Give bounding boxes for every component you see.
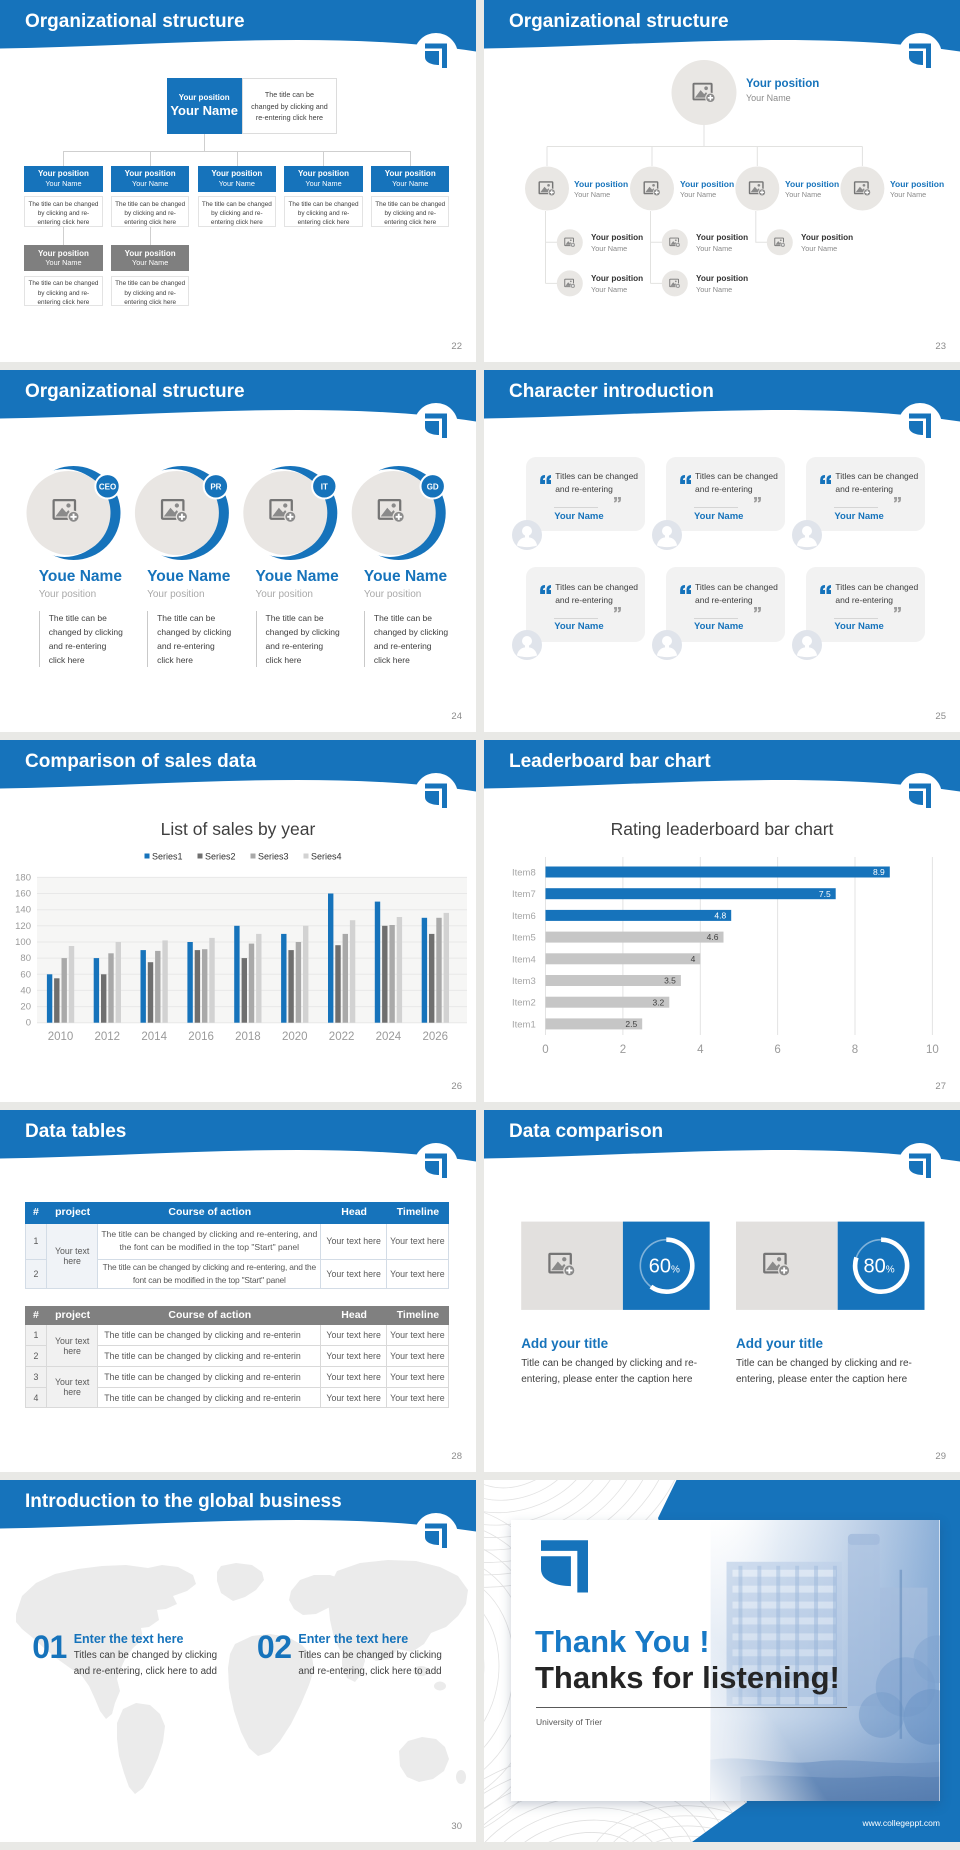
svg-text:4.6: 4.6	[707, 932, 719, 942]
svg-text:Item5: Item5	[512, 933, 536, 944]
svg-text:Series1: Series1	[152, 852, 183, 862]
svg-text:Item7: Item7	[512, 889, 536, 900]
svg-text:0: 0	[542, 1044, 548, 1056]
svg-text:4.8: 4.8	[714, 911, 726, 921]
svg-text:GD: GD	[427, 482, 439, 491]
svg-text:Item2: Item2	[512, 998, 536, 1009]
svg-text:40: 40	[20, 985, 31, 996]
svg-text:2010: 2010	[48, 1031, 74, 1043]
svg-text:CEO: CEO	[99, 482, 116, 491]
svg-text:3.5: 3.5	[664, 976, 676, 986]
svg-text:60: 60	[20, 969, 31, 980]
svg-text:140: 140	[15, 905, 31, 916]
svg-text:IT: IT	[321, 482, 328, 491]
svg-text:2: 2	[620, 1044, 626, 1056]
svg-text:7.5: 7.5	[819, 889, 831, 899]
svg-text:2.5: 2.5	[625, 1019, 637, 1029]
svg-text:PR: PR	[210, 482, 221, 491]
svg-text:Series3: Series3	[258, 852, 289, 862]
svg-text:2020: 2020	[282, 1031, 308, 1043]
svg-text:2012: 2012	[95, 1031, 121, 1043]
svg-text:Item8: Item8	[512, 868, 536, 879]
svg-text:2024: 2024	[376, 1031, 402, 1043]
svg-text:2018: 2018	[235, 1031, 261, 1043]
svg-text:8: 8	[852, 1044, 858, 1056]
svg-text:6: 6	[774, 1044, 780, 1056]
svg-text:Item4: Item4	[512, 954, 536, 965]
svg-text:4: 4	[691, 954, 696, 964]
svg-text:100: 100	[15, 937, 31, 948]
svg-text:160: 160	[15, 889, 31, 900]
svg-text:120: 120	[15, 921, 31, 932]
svg-text:0: 0	[26, 1018, 31, 1029]
svg-text:2014: 2014	[141, 1031, 167, 1043]
svg-text:4: 4	[697, 1044, 704, 1056]
svg-text:Item3: Item3	[512, 976, 536, 987]
svg-text:2026: 2026	[423, 1031, 449, 1043]
svg-text:Series2: Series2	[205, 852, 236, 862]
svg-text:Series4: Series4	[311, 852, 342, 862]
svg-text:80: 80	[20, 953, 31, 964]
svg-text:10: 10	[926, 1044, 939, 1056]
svg-text:20: 20	[20, 1002, 31, 1013]
svg-text:2016: 2016	[188, 1031, 214, 1043]
svg-text:3.2: 3.2	[652, 997, 664, 1007]
svg-text:2022: 2022	[329, 1031, 355, 1043]
svg-text:8.9: 8.9	[873, 867, 885, 877]
svg-text:180: 180	[15, 872, 31, 883]
svg-text:Item1: Item1	[512, 1019, 536, 1030]
svg-text:Item6: Item6	[512, 911, 536, 922]
